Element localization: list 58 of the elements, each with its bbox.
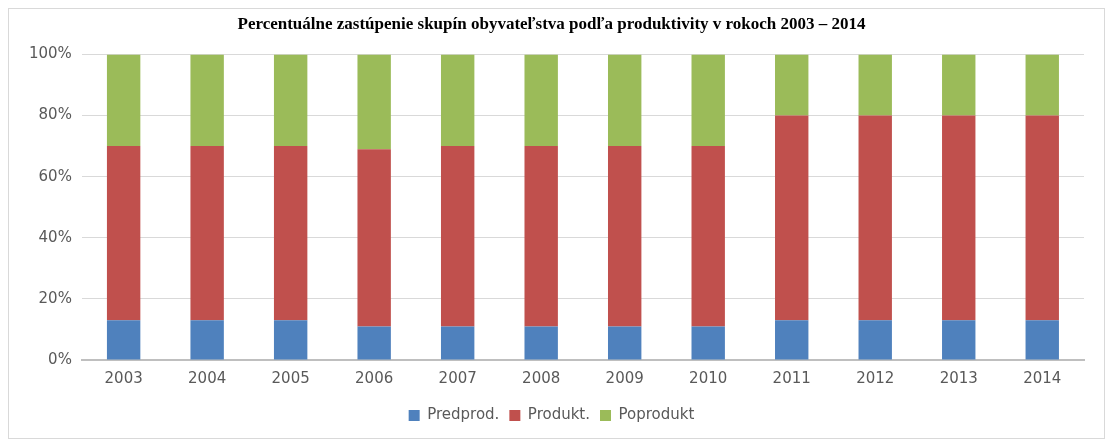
bar <box>273 320 308 360</box>
bar <box>273 146 308 321</box>
x-tick-label: 2006 <box>355 368 394 387</box>
x-tick-label: 2007 <box>438 368 477 387</box>
bar <box>942 320 976 360</box>
bar <box>190 54 224 147</box>
bar <box>942 54 976 116</box>
x-tick-label: 2011 <box>772 368 811 387</box>
legend-label: Produkt. <box>527 405 591 424</box>
y-tick-label: 60% <box>38 166 72 185</box>
bar <box>775 54 809 116</box>
bar <box>106 320 141 360</box>
y-tick-label: 0% <box>48 349 72 368</box>
bar <box>524 54 558 147</box>
bar <box>858 54 892 116</box>
y-tick-label: 80% <box>38 105 72 124</box>
bar <box>357 54 391 150</box>
bar <box>1025 115 1059 321</box>
bar <box>608 54 642 147</box>
y-tick-label: 100% <box>28 44 72 63</box>
bar <box>273 54 308 147</box>
bar <box>691 326 725 360</box>
bar <box>1025 320 1059 360</box>
legend-label: Poprodukt <box>618 405 695 424</box>
chart-title: Percentuálne zastúpenie skupín obyvateľstva podľa produktivity v rokoch 2003 – 2014 <box>237 13 866 33</box>
bar <box>440 326 475 360</box>
bar <box>608 146 642 327</box>
x-tick-label: 2009 <box>605 368 644 387</box>
bar <box>691 54 725 147</box>
bar <box>106 54 141 147</box>
x-tick-label: 2004 <box>188 368 227 387</box>
bar <box>691 146 725 327</box>
x-tick-label: 2014 <box>1023 368 1062 387</box>
bar <box>524 326 558 360</box>
x-tick-label: 2010 <box>689 368 728 387</box>
bar <box>1025 54 1059 116</box>
bar <box>440 146 475 327</box>
bar <box>608 326 642 360</box>
bar <box>357 149 391 327</box>
bar <box>858 115 892 321</box>
x-tick-label: 2003 <box>104 368 143 387</box>
legend-label: Predprod. <box>427 405 500 424</box>
bar <box>775 115 809 321</box>
bar <box>106 146 141 321</box>
x-tick-label: 2008 <box>522 368 561 387</box>
bar <box>858 320 892 360</box>
bar <box>357 326 391 360</box>
x-tick-label: 2012 <box>856 368 895 387</box>
bar <box>942 115 976 321</box>
y-tick-label: 40% <box>38 227 72 246</box>
x-tick-label: 2013 <box>939 368 978 387</box>
x-tick-label: 2005 <box>271 368 310 387</box>
bar <box>524 146 558 327</box>
bar <box>190 320 224 360</box>
bar <box>440 54 475 147</box>
y-tick-label: 20% <box>38 288 72 307</box>
bar <box>190 146 224 321</box>
bar <box>775 320 809 360</box>
